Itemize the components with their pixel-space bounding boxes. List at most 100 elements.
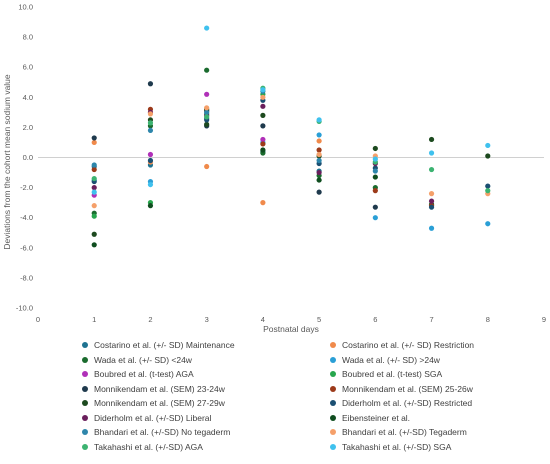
legend-label: Diderholm et al. (+/-SD) Liberal [94, 412, 212, 423]
legend-label: Costarino et al. (+/- SD) Maintenance [94, 340, 235, 351]
data-point [316, 177, 322, 183]
y-tick-label: -8.0 [20, 273, 33, 282]
legend-swatch [82, 400, 88, 407]
x-tick-label: 7 [429, 315, 433, 324]
legend-label: Takahashi et al. (+/-SD) AGA [94, 441, 203, 452]
y-tick-label: 6.0 [23, 63, 33, 72]
data-point [260, 123, 266, 129]
data-point [204, 163, 210, 170]
legend-label: Costarino et al. (+/- SD) Restriction [342, 340, 475, 351]
data-point [485, 153, 491, 159]
data-point [91, 135, 97, 141]
y-tick-labels: -10.0 -8.0 -6.0 -4.0 -2.0 0.0 2.0 4.0 6.0 8.0 10.0 [16, 3, 33, 313]
data-point [147, 120, 154, 126]
legend-swatch [330, 429, 336, 436]
legend-item: Takahashi et al. (+/-SD) AGA [82, 440, 330, 455]
legend: Costarino et al. (+/- SD) Maintenance Cos… [82, 338, 522, 454]
legend-item: Diderholm et al. (+/-SD) Restricted [330, 396, 522, 411]
legend-swatch [330, 356, 336, 363]
data-point [260, 94, 266, 100]
x-tick-label: 8 [486, 315, 490, 324]
legend-row: Monnikendam et al. (SEM) 23-24w Monnikend… [82, 382, 522, 397]
data-point [260, 200, 266, 206]
data-point [260, 141, 266, 147]
data-point [316, 147, 322, 153]
legend-item: Boubred et al. (t-test) SGA [330, 367, 522, 382]
data-point [260, 136, 266, 143]
data-point [91, 189, 97, 195]
data-point [316, 169, 322, 176]
data-point [147, 203, 154, 209]
data-point [428, 136, 435, 143]
data-point [316, 157, 322, 164]
data-point [91, 185, 97, 191]
data-point [260, 103, 266, 109]
data-point [147, 181, 154, 188]
legend-item: Monnikendam et al. (SEM) 23-24w [82, 382, 330, 397]
legend-swatch [82, 429, 88, 436]
legend-item: Monnikendam et al. (SEM) 27-29w [82, 396, 330, 411]
legend-label: Monnikendam et al. (SEM) 23-24w [94, 383, 225, 394]
data-point [316, 189, 322, 195]
data-point [260, 147, 266, 153]
y-tick-label: 4.0 [23, 93, 33, 102]
data-point [204, 121, 210, 127]
x-tick-label: 5 [317, 315, 321, 324]
legend-item: Costarino et al. (+/- SD) Maintenance [82, 338, 330, 353]
data-point [147, 157, 154, 164]
data-point [485, 183, 491, 189]
legend-item: Monnikendam et al. (SEM) 25-26w [330, 382, 522, 397]
data-point [372, 204, 378, 210]
data-point [260, 87, 266, 93]
legend-row: Takahashi et al. (+/-SD) AGA Takahashi et… [82, 440, 522, 455]
x-tick-label: 1 [92, 315, 96, 324]
x-tick-label: 0 [36, 315, 40, 324]
legend-item: Takahashi et al. (+/-SD) SGA [330, 440, 522, 455]
data-point [147, 111, 154, 117]
legend-label: Boubred et al. (t-test) AGA [94, 369, 194, 380]
y-tick-label: 0.0 [23, 153, 33, 162]
legend-swatch [330, 414, 336, 421]
y-tick-label: -10.0 [16, 304, 33, 313]
x-tick-labels: 0 1 2 3 4 5 6 7 8 9 [36, 315, 546, 324]
data-point [428, 225, 435, 231]
legend-swatch [330, 385, 336, 392]
legend-item: Costarino et al. (+/- SD) Restriction [330, 338, 522, 353]
data-point [204, 25, 210, 31]
data-point [428, 204, 435, 210]
data-point [91, 166, 97, 173]
legend-swatch [82, 371, 88, 378]
data-point [428, 198, 435, 204]
legend-item: Bhandari et al. (+/-SD) Tegaderm [330, 425, 522, 440]
data-point [316, 138, 322, 144]
x-axis-title: Postnatal days [263, 324, 319, 334]
data-point [91, 139, 97, 146]
legend-swatch [82, 342, 88, 349]
data-point [91, 175, 97, 182]
y-tick-label: -4.0 [20, 213, 33, 222]
legend-row: Monnikendam et al. (SEM) 27-29w Diderholm… [82, 396, 522, 411]
data-point [428, 166, 435, 173]
y-tick-label: 8.0 [23, 33, 33, 42]
data-point [316, 117, 322, 123]
legend-label: Boubred et al. (t-test) SGA [342, 369, 443, 380]
data-point [372, 188, 378, 194]
legend-row: Boubred et al. (t-test) AGA Boubred et al… [82, 367, 522, 382]
legend-label: Wada et al. (+/- SD) <24w [94, 354, 192, 365]
scatter-chart: Deviations from the cohort mean sodium v… [2, 3, 546, 335]
y-axis-title: Deviations from the cohort mean sodium v… [2, 74, 12, 250]
y-tick-label: 10.0 [18, 3, 33, 12]
legend-swatch [330, 342, 336, 349]
legend-swatch [82, 385, 88, 392]
data-point [91, 242, 97, 248]
data-point [428, 150, 435, 156]
legend-item: Eibensteiner et al. [330, 411, 522, 426]
data-points [91, 25, 491, 248]
x-tick-label: 9 [542, 315, 546, 324]
x-tick-label: 3 [205, 315, 209, 324]
legend-swatch [330, 371, 336, 378]
data-point [204, 67, 210, 73]
legend-swatch [82, 414, 88, 421]
data-point [372, 174, 378, 180]
data-point [485, 142, 491, 149]
